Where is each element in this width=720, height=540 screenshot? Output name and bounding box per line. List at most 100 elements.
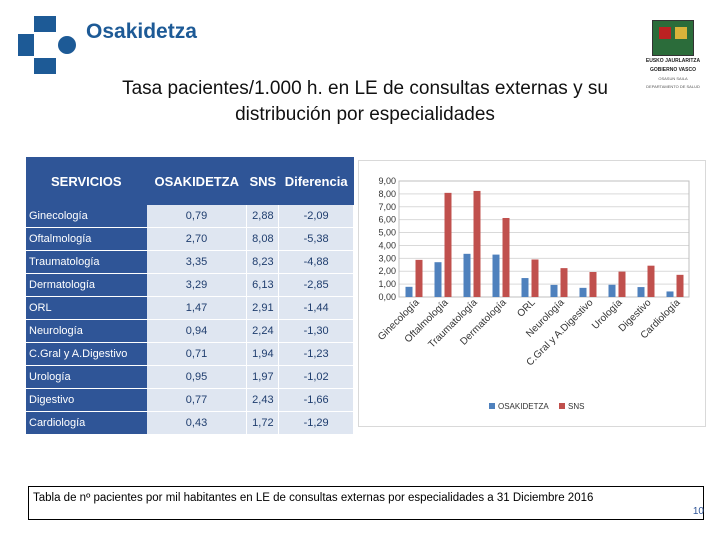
services-table: SERVICIOS OSAKIDETZA SNS Diferencia Gine… — [26, 157, 354, 435]
x-tick-label: ORL — [515, 297, 538, 320]
difference-value: -1,44 — [278, 296, 354, 320]
service-name: Digestivo — [26, 388, 147, 412]
service-name: Oftalmología — [26, 227, 147, 251]
bar-osakidetza — [463, 253, 471, 297]
y-tick-label: 7,00 — [378, 202, 396, 212]
y-tick-label: 4,00 — [378, 240, 396, 250]
osakidetza-value: 0,79 — [146, 205, 248, 228]
bar-sns — [473, 190, 481, 297]
coat-of-arms-icon — [652, 20, 694, 56]
osakidetza-value: 0,71 — [146, 342, 248, 366]
brand-name: Osakidetza — [86, 20, 197, 43]
difference-value: -1,29 — [278, 411, 354, 435]
bar-sns — [560, 268, 568, 297]
chart-panel: 0,00 1,00 2,00 3,00 4,00 5,00 6,00 7,00 8,00 9,00… — [358, 160, 706, 427]
sns-value: 2,91 — [246, 296, 280, 320]
bar-sns — [444, 192, 452, 297]
table-row: ORL 1,47 2,91 -1,44 — [26, 296, 354, 320]
osakidetza-value: 0,94 — [146, 319, 248, 343]
sns-value: 1,94 — [246, 342, 280, 366]
bar-osakidetza — [492, 254, 500, 297]
service-name: ORL — [26, 296, 147, 320]
gov-line4: DEPARTAMENTO DE SALUD — [646, 84, 700, 89]
service-name: Cardiología — [26, 411, 147, 435]
osakidetza-value: 0,95 — [146, 365, 248, 389]
bar-sns — [502, 217, 510, 297]
table-row: Traumatología 3,35 8,23 -4,88 — [26, 250, 354, 274]
service-name: Ginecología — [26, 205, 147, 228]
difference-value: -2,09 — [278, 205, 354, 228]
header-diferencia: Diferencia — [284, 173, 348, 189]
service-name: Urología — [26, 365, 147, 389]
bar-sns — [589, 271, 597, 297]
bar-osakidetza — [579, 287, 587, 297]
difference-value: -1,66 — [278, 388, 354, 412]
y-tick-label: 6,00 — [378, 215, 396, 225]
sns-value: 2,43 — [246, 388, 280, 412]
osakidetza-value: 2,70 — [146, 227, 248, 251]
table-row: Urología 0,95 1,97 -1,02 — [26, 365, 354, 389]
difference-value: -2,85 — [278, 273, 354, 297]
bar-osakidetza — [405, 286, 413, 297]
plot-border — [398, 180, 690, 298]
header-sns: SNS — [249, 173, 277, 189]
table-row: Neurología 0,94 2,24 -1,30 — [26, 319, 354, 343]
y-tick-label: 8,00 — [378, 189, 396, 199]
sns-value: 2,24 — [246, 319, 280, 343]
difference-value: -1,30 — [278, 319, 354, 343]
sns-value: 1,97 — [246, 365, 280, 389]
service-name: Neurología — [26, 319, 147, 343]
osakidetza-value: 0,77 — [146, 388, 248, 412]
sns-value: 1,72 — [246, 411, 280, 435]
y-tick-label: 9,00 — [378, 176, 396, 186]
bar-osakidetza — [637, 287, 645, 297]
y-tick-label: 3,00 — [378, 253, 396, 263]
y-tick-label: 1,00 — [378, 279, 396, 289]
legend-swatch-sns — [559, 403, 565, 409]
difference-value: -1,23 — [278, 342, 354, 366]
bar-osakidetza — [434, 262, 442, 297]
osakidetza-value: 3,29 — [146, 273, 248, 297]
y-tick-label: 0,00 — [378, 292, 396, 302]
table-row: Oftalmología 2,70 8,08 -5,38 — [26, 227, 354, 251]
gov-line2: GOBIERNO VASCO — [649, 67, 697, 73]
table-caption: Tabla de nº pacientes por mil habitantes… — [28, 486, 704, 520]
table-row: Dermatología 3,29 6,13 -2,85 — [26, 273, 354, 297]
difference-value: -4,88 — [278, 250, 354, 274]
service-name: Traumatología — [26, 250, 147, 274]
table-row: Digestivo 0,77 2,43 -1,66 — [26, 388, 354, 412]
bar-osakidetza — [608, 284, 616, 297]
table-row: Ginecología 0,79 2,88 -2,09 — [26, 205, 354, 228]
gov-line1: EUSKO JAURLARITZA — [645, 58, 701, 64]
osakidetza-value: 3,35 — [146, 250, 248, 274]
osakidetza-logo-icon — [18, 16, 76, 74]
page-number: 10 — [692, 506, 704, 517]
bar-osakidetza — [521, 278, 529, 297]
service-name: Dermatología — [26, 273, 147, 297]
bar-sns — [676, 274, 684, 297]
bar-sns — [618, 271, 626, 297]
osakidetza-value: 1,47 — [146, 296, 248, 320]
bar-sns — [647, 265, 655, 297]
sns-value: 2,88 — [246, 205, 280, 228]
header-osakidetza: OSAKIDETZA — [154, 173, 240, 189]
difference-value: -1,02 — [278, 365, 354, 389]
y-tick-label: 5,00 — [378, 228, 396, 238]
bar-sns — [531, 259, 539, 297]
gov-emblem: EUSKO JAURLARITZA GOBIERNO VASCO OSASUN … — [640, 20, 706, 90]
osakidetza-value: 0,43 — [146, 411, 248, 435]
legend-label: SNS — [568, 402, 584, 411]
table-row: C.Gral y A.Digestivo 0,71 1,94 -1,23 — [26, 342, 354, 366]
table-row: Cardiología 0,43 1,72 -1,29 — [26, 411, 354, 435]
y-tick-label: 2,00 — [378, 266, 396, 276]
table-header-row: SERVICIOS OSAKIDETZA SNS Diferencia — [26, 157, 354, 205]
difference-value: -5,38 — [278, 227, 354, 251]
sns-value: 6,13 — [246, 273, 280, 297]
bar-osakidetza — [666, 291, 674, 297]
page-title: Tasa pacientes/1.000 h. en LE de consult… — [122, 78, 608, 125]
bar-chart: 0,00 1,00 2,00 3,00 4,00 5,00 6,00 7,00 8,00 9,00… — [376, 176, 690, 411]
bar-sns — [415, 259, 423, 297]
sns-value: 8,23 — [246, 250, 280, 274]
legend-label: OSAKIDETZA — [498, 402, 549, 411]
sns-value: 8,08 — [246, 227, 280, 251]
